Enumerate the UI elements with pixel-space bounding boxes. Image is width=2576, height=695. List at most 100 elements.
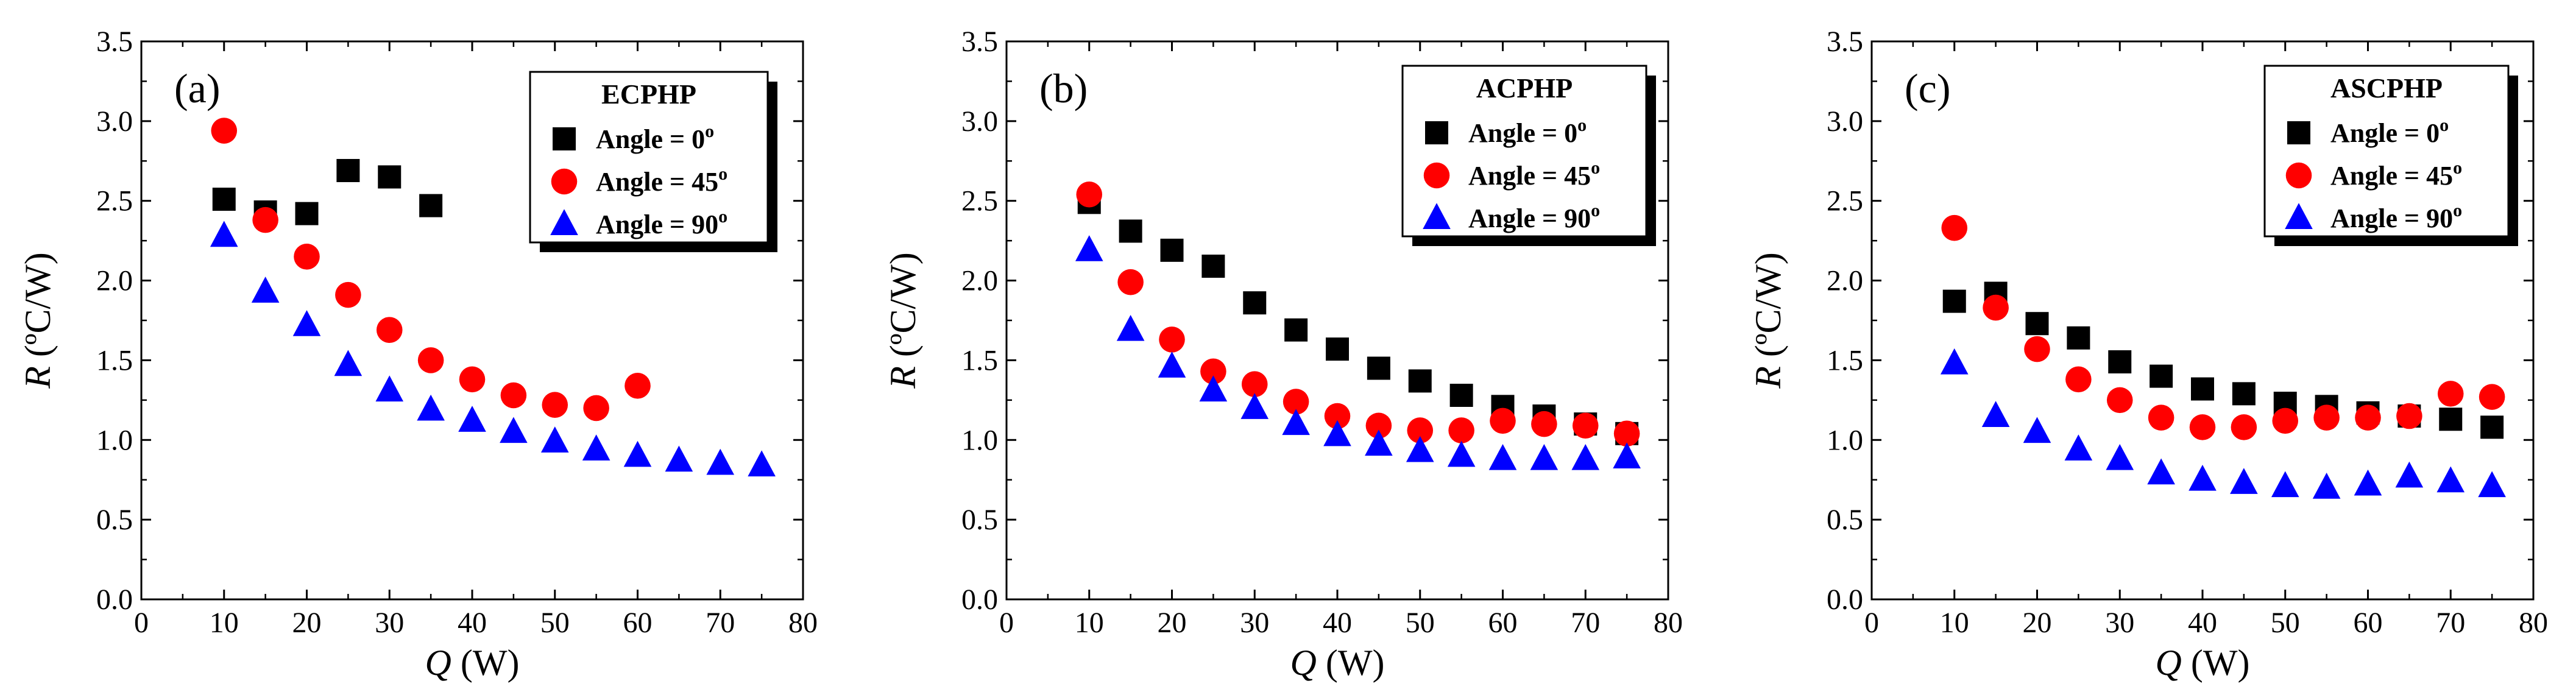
x-axis-title: Q (W) <box>1290 643 1385 683</box>
data-point <box>2479 384 2505 410</box>
legend-entry-superscript: o <box>705 121 714 141</box>
y-tick-label: 1.5 <box>1827 344 1863 376</box>
data-point <box>419 194 443 217</box>
data-point <box>1367 356 1390 380</box>
x-tick-label: 10 <box>1940 607 1969 639</box>
data-point <box>2191 377 2214 401</box>
data-point <box>500 417 528 443</box>
y-tick-label: 2.0 <box>96 265 133 297</box>
y-axis-unit: (ºC/W) <box>883 252 923 366</box>
y-tick-label: 2.5 <box>1827 185 1863 217</box>
data-point <box>1941 214 1968 241</box>
data-point <box>1075 235 1103 261</box>
x-axis-variable: Q <box>2156 643 2182 683</box>
x-axis-title: Q (W) <box>2156 643 2250 683</box>
data-point <box>540 426 569 453</box>
x-tick-label: 50 <box>2271 607 2300 639</box>
data-point <box>2312 473 2341 499</box>
legend-entry-superscript: o <box>1591 200 1600 220</box>
y-axis-title: R (ºC/W) <box>1748 252 1788 389</box>
panel-label: (c) <box>1905 65 1950 111</box>
x-tick-label: 80 <box>788 607 818 639</box>
data-point <box>2064 434 2093 460</box>
data-point <box>1571 443 1600 470</box>
data-point <box>1240 393 1269 419</box>
legend-entry-label: Angle = 45o <box>596 164 727 197</box>
legend-entry-text: Angle = 0 <box>2330 118 2440 148</box>
data-point <box>1408 369 1432 393</box>
y-tick-label: 3.0 <box>96 105 133 138</box>
x-tick-label: 20 <box>2023 607 2052 639</box>
data-point <box>211 118 238 144</box>
y-tick-label: 2.5 <box>961 185 998 217</box>
data-point <box>2272 407 2299 434</box>
data-point <box>1324 403 1351 429</box>
data-point <box>1613 442 1641 469</box>
legend-title: ECPHP <box>601 79 696 110</box>
legend-marker-square <box>553 127 576 150</box>
x-tick-label: 60 <box>1488 607 1518 639</box>
legend-box <box>2263 65 2510 238</box>
data-point <box>1572 412 1599 439</box>
data-point <box>2148 404 2174 431</box>
data-point <box>1200 358 1226 385</box>
legend-marker-circle <box>2285 162 2312 189</box>
y-tick-label: 3.0 <box>961 105 998 138</box>
chart-panel-2: 0 10 20 30 40 50 60 70 80 0.0 0.5 1.0 1.5 2.0 2.5 3.0 3.… <box>883 26 1683 683</box>
data-point <box>2189 414 2216 440</box>
series-triangle <box>1075 235 1641 470</box>
data-point <box>1531 411 1557 437</box>
data-point <box>2354 469 2382 496</box>
data-point <box>1076 181 1103 208</box>
legend-entry-label: Angle = 45o <box>2330 158 2462 191</box>
data-point <box>542 392 568 418</box>
data-point <box>1981 401 2010 427</box>
legend-entry-label: Angle = 90o <box>2330 200 2462 233</box>
data-point <box>417 394 445 421</box>
legend-entry-text: Angle = 90 <box>2330 203 2453 233</box>
legend-entry-superscript: o <box>718 206 727 227</box>
x-tick-label: 30 <box>1240 607 1269 639</box>
data-point <box>2436 466 2465 493</box>
data-point <box>1160 238 1184 262</box>
data-point <box>2271 471 2299 498</box>
x-tick-label: 60 <box>623 607 653 639</box>
data-point <box>2106 387 2133 414</box>
legend-marker-circle <box>551 168 578 195</box>
data-point <box>1283 389 1309 415</box>
x-tick-label: 0 <box>134 607 149 639</box>
data-point <box>706 448 735 475</box>
legend-entry-text: Angle = 90 <box>1468 203 1591 233</box>
data-point <box>500 382 527 409</box>
data-point <box>417 347 444 373</box>
y-tick-label: 3.5 <box>96 26 133 58</box>
y-tick-label: 3.0 <box>1827 105 1863 138</box>
legend-entry-text: Angle = 45 <box>2330 161 2453 191</box>
legend-entry-text: Angle = 0 <box>1468 118 1577 148</box>
data-point <box>212 188 236 211</box>
data-point <box>2480 415 2504 439</box>
data-point <box>1983 294 2009 321</box>
data-point <box>1407 417 1434 443</box>
y-axis-title: R (ºC/W) <box>18 252 58 389</box>
data-point <box>1449 384 1473 407</box>
data-point <box>665 445 693 472</box>
data-point <box>1119 219 1142 243</box>
data-point <box>1116 314 1145 341</box>
data-point <box>1488 443 1517 470</box>
y-tick-label: 3.5 <box>1827 26 1863 58</box>
data-point <box>295 202 319 225</box>
y-tick-label: 2.5 <box>96 185 133 217</box>
y-axis-unit: (ºC/W) <box>18 252 58 366</box>
data-point <box>623 440 652 467</box>
x-tick-label: 40 <box>458 607 487 639</box>
data-point <box>2025 312 2049 336</box>
data-point <box>335 281 361 308</box>
legend-title: ASCPHP <box>2330 72 2443 104</box>
data-point <box>1323 420 1351 446</box>
y-tick-label: 0.0 <box>1827 584 1863 616</box>
data-point <box>2065 366 2092 393</box>
legend-box <box>529 71 769 244</box>
